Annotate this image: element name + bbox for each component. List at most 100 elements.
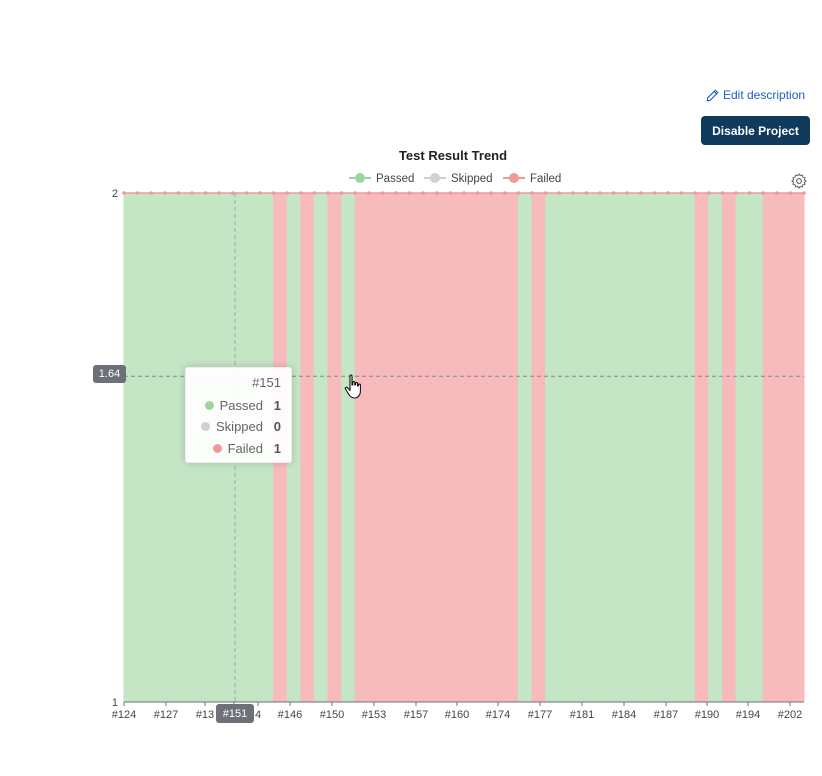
data-point (231, 191, 235, 195)
area-segment-failed (531, 193, 547, 702)
data-point (720, 191, 725, 195)
data-point (693, 191, 697, 195)
x-axis-pointer-label: #151 (216, 704, 254, 723)
data-point (448, 191, 453, 195)
chart-title: Test Result Trend (399, 148, 507, 163)
data-point (122, 191, 126, 195)
x-tick-label: #187 (654, 709, 678, 721)
x-tick-label: #177 (528, 709, 552, 721)
data-point (394, 191, 398, 195)
area-segment-passed (517, 193, 533, 702)
pencil-icon (706, 89, 719, 101)
y-tick-label: 2 (112, 188, 118, 200)
gear-icon[interactable] (790, 172, 808, 190)
x-tick-label: #184 (612, 709, 636, 721)
x-tick-label: #160 (445, 709, 469, 721)
tooltip-row-passed: Passed 1 (204, 398, 281, 413)
x-tick-label: #127 (154, 709, 178, 721)
data-point (611, 191, 616, 195)
edit-description-link[interactable]: Edit description (706, 88, 805, 102)
x-tick-label: #150 (320, 709, 344, 721)
disable-project-button[interactable]: Disable Project (701, 116, 810, 145)
data-point (679, 191, 684, 195)
tooltip-series-value: 0 (273, 419, 281, 434)
data-point (788, 191, 793, 195)
area-segment-passed (286, 193, 302, 702)
data-point (639, 191, 643, 195)
data-point (707, 191, 711, 195)
area-segment-passed (735, 193, 764, 702)
area-segment-passed (545, 193, 696, 702)
data-point (190, 191, 194, 195)
area-segment-failed (721, 193, 737, 702)
skipped-dot-icon (201, 422, 211, 431)
tooltip-row-skipped: Skipped 0 (201, 419, 281, 434)
data-point (367, 191, 371, 195)
y-tick-label: 1 (112, 697, 118, 709)
chart-axes: 12#124#127#13#1514#146#150#153#157#160#1… (112, 188, 804, 721)
x-tick-label: #190 (695, 709, 719, 721)
legend-marker (509, 173, 519, 183)
legend-item-failed[interactable]: Failed (503, 173, 561, 185)
x-tick-label: #146 (278, 709, 302, 721)
data-point (475, 191, 480, 195)
chart-tooltip: #151 Passed 1 Skipped 0 Failed 1 (185, 367, 292, 463)
data-point (244, 191, 249, 195)
data-point (353, 191, 358, 195)
passed-dot-icon (204, 401, 214, 410)
x-tick-label: #194 (736, 709, 760, 721)
data-point (543, 191, 548, 195)
data-point (625, 191, 629, 195)
legend-label: Failed (530, 173, 561, 185)
tooltip-row-failed: Failed 1 (212, 441, 281, 456)
tooltip-series-name: Passed (219, 398, 263, 413)
data-point (530, 191, 534, 195)
area-segment-failed (354, 193, 519, 702)
data-point (761, 191, 765, 195)
data-point (652, 191, 657, 195)
x-tick-label: #202 (778, 709, 802, 721)
legend-item-skipped[interactable]: Skipped (424, 173, 493, 185)
legend-item-passed[interactable]: Passed (349, 173, 414, 185)
data-point (339, 191, 344, 195)
data-point (380, 191, 385, 195)
data-point (135, 191, 140, 195)
data-point (598, 191, 602, 195)
chart-legend[interactable]: Passed Skipped Failed (349, 173, 561, 185)
data-point (666, 191, 670, 195)
data-point (258, 191, 262, 195)
x-tick-label: #181 (570, 709, 594, 721)
data-point (775, 191, 779, 195)
data-point (516, 191, 521, 195)
tooltip-series-name: Skipped (216, 419, 263, 434)
hand-pointer-icon (344, 374, 361, 399)
data-point (203, 191, 208, 195)
edit-description-label: Edit description (723, 88, 806, 102)
tooltip-series-value: 1 (273, 441, 281, 456)
tooltip-series-value: 1 (273, 398, 281, 413)
data-point (299, 191, 303, 195)
x-tick-label: #174 (486, 709, 510, 721)
x-tick-label: #13 (196, 709, 214, 721)
tooltip-series-name: Failed (227, 441, 263, 456)
data-point (326, 191, 330, 195)
data-point (271, 191, 276, 195)
data-point (802, 191, 806, 195)
area-segment-failed (694, 193, 710, 702)
data-point (462, 191, 466, 195)
legend-marker (430, 173, 440, 183)
data-point (435, 191, 439, 195)
area-segment-failed (762, 193, 778, 702)
data-point (584, 191, 589, 195)
x-tick-label: #153 (362, 709, 386, 721)
area-segment-passed (708, 193, 723, 702)
legend-label: Passed (376, 173, 414, 185)
data-point (734, 191, 738, 195)
data-point (747, 191, 752, 195)
legend-marker (355, 173, 365, 183)
data-point (421, 191, 426, 195)
x-tick-label: 4 (255, 709, 261, 721)
top-data-points (122, 191, 806, 195)
data-point (312, 191, 317, 195)
